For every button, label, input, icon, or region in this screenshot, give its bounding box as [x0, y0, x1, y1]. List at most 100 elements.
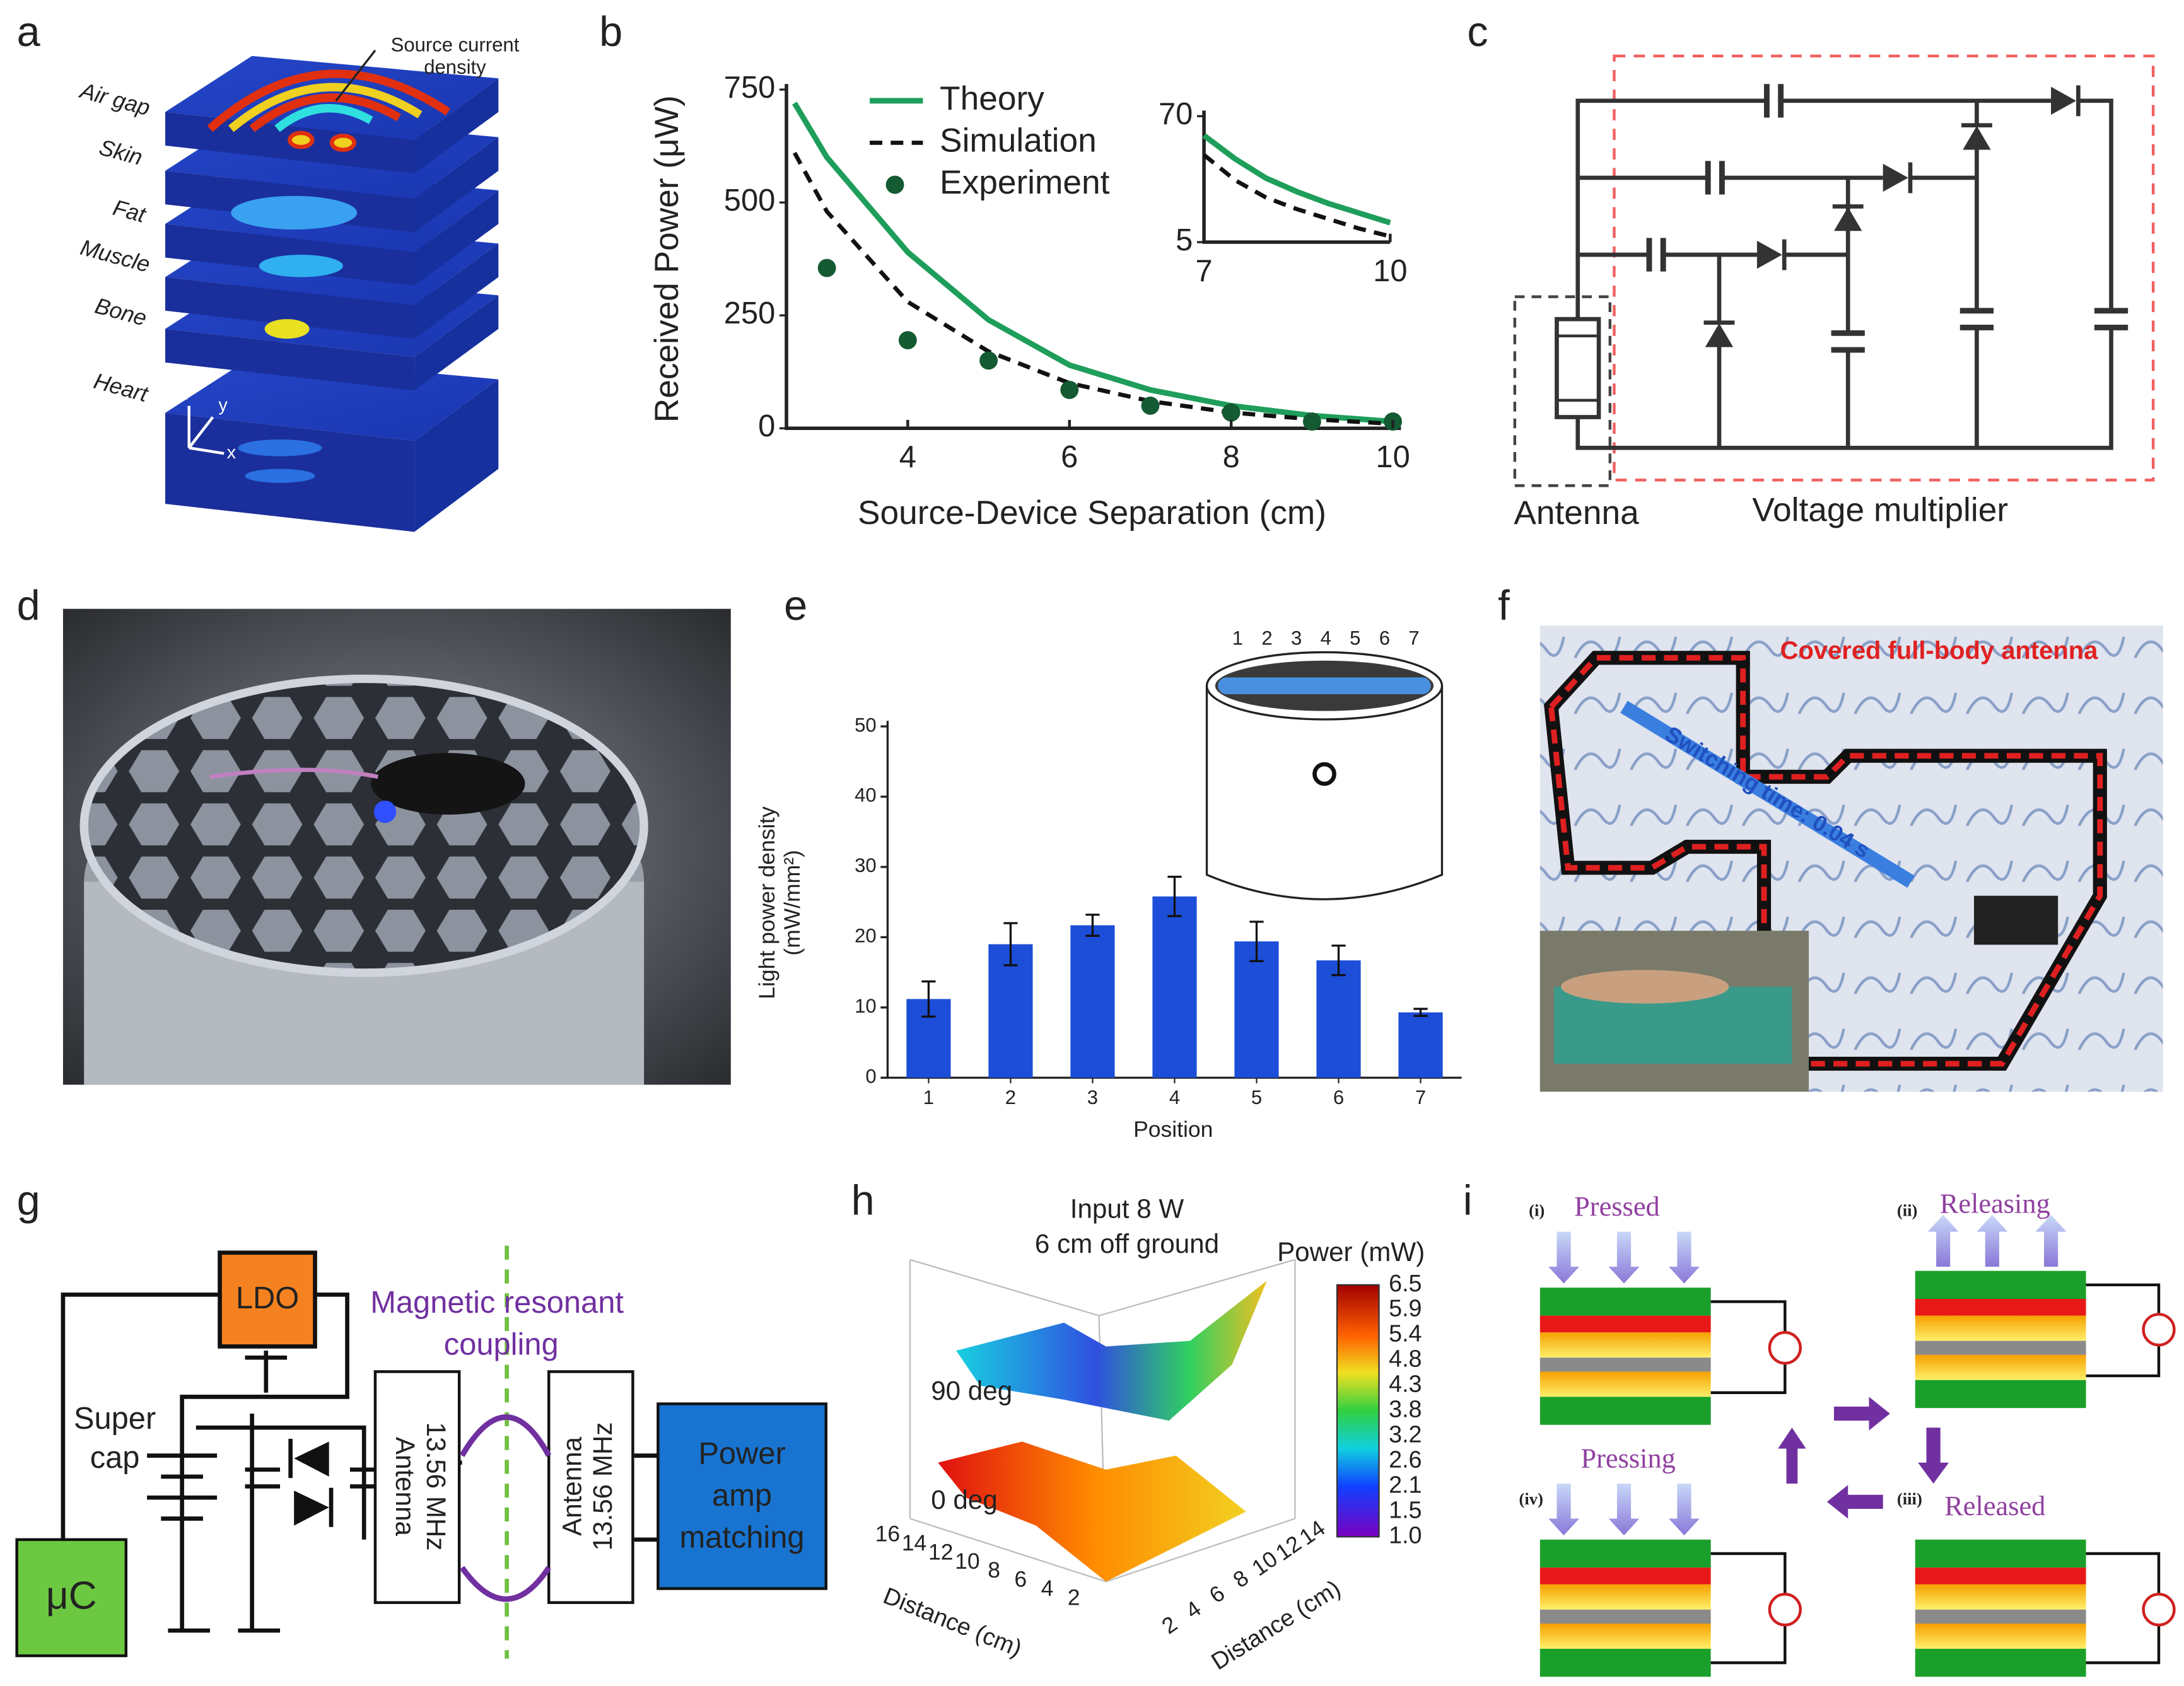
axis-label: Distance (cm): [880, 1582, 1025, 1661]
box-label: Power: [698, 1437, 785, 1471]
y-tick-label: 0: [758, 409, 775, 443]
rect-shape: [2076, 85, 2081, 117]
data-point: [1222, 403, 1241, 422]
y-tick-label: 500: [724, 183, 775, 218]
polygon-shape: [2051, 86, 2077, 115]
path-shape: [1608, 1231, 1640, 1284]
use-shape: [1539, 1539, 1711, 1677]
y-axis-label: Light power density: [754, 806, 780, 999]
rect-shape: [547, 1370, 634, 1604]
x-tick-label: 1: [923, 1086, 934, 1108]
path-shape: [1575, 98, 2113, 450]
panel-c-circuit: Antenna Voltage multiplier: [1513, 54, 2155, 532]
rect-shape: [1336, 1284, 1380, 1538]
y-tick-label: 250: [724, 296, 775, 330]
error-bar: [1085, 914, 1100, 937]
x-tick-label: 8: [1223, 440, 1240, 474]
polygon-shape: [1883, 163, 1908, 192]
rect-shape: [288, 1438, 293, 1479]
antenna-label: Antenna: [557, 1436, 587, 1536]
polygon-shape: [1826, 1485, 1883, 1519]
box-label: amp: [712, 1479, 772, 1513]
rect-shape: [373, 1370, 461, 1604]
state-label: Releasing: [1940, 1188, 2050, 1219]
line-shape: [189, 446, 225, 455]
error-bar: [1413, 1008, 1428, 1017]
surface-label: 90 deg: [931, 1376, 1012, 1405]
data-point: [979, 351, 998, 370]
ellipse-shape: [79, 674, 648, 977]
box-label: LDO: [236, 1281, 299, 1315]
x-tick-label: 10: [1375, 440, 1410, 474]
bar: [988, 944, 1033, 1078]
series-line: [792, 151, 1393, 426]
line-shape: [187, 416, 214, 449]
path-shape: [1669, 1231, 1700, 1284]
photo-title: Covered full-body antenna: [1780, 637, 2098, 665]
polygon-shape: [1834, 207, 1862, 231]
y-tick-label: 0: [865, 1065, 876, 1087]
error-bar: [921, 980, 936, 1018]
colorbar-tick-label: 2.1: [1389, 1471, 1422, 1497]
rect-shape: [1908, 162, 1913, 194]
step-label: (ii): [1897, 1201, 1918, 1219]
error-bar: [1249, 921, 1264, 962]
panel-d-photo: [62, 608, 731, 1085]
x-tick-label: 7: [1196, 254, 1213, 288]
rect-shape: [15, 1538, 128, 1658]
polygon-shape: [1834, 1397, 1890, 1431]
x-tick-label: 7: [1415, 1086, 1426, 1108]
y-tick-label: 2: [1157, 1611, 1182, 1639]
x-tick-label: 3: [1087, 1086, 1098, 1108]
heart-slab: [165, 357, 499, 532]
x-axis-label: Source-Device Separation (cm): [858, 494, 1326, 532]
polygon-shape: [294, 1491, 329, 1526]
use-shape: [1539, 1288, 1711, 1425]
y-axis-label: (mW/mm²): [780, 850, 805, 956]
colorbar-tick-label: 5.4: [1389, 1320, 1422, 1347]
box-label: μC: [46, 1574, 97, 1617]
chart: 4 6 8 10 Theory Simulation Experiment 0 250 500 75…: [648, 71, 1410, 532]
path-shape: [209, 767, 379, 779]
series-line: [792, 102, 1393, 424]
x-tick-label: 12: [928, 1539, 954, 1564]
bar: [1152, 896, 1197, 1078]
series-line: [1202, 133, 1391, 226]
rect-shape: [1961, 123, 1992, 128]
path-shape: [1548, 1231, 1579, 1284]
field-rings: [207, 69, 451, 152]
colorbar-tick-label: 1.0: [1389, 1521, 1422, 1548]
x-tick-label: 4: [1169, 1086, 1180, 1108]
position-label: 3: [1291, 627, 1302, 649]
panel-e-inset: 1 2 3 4 5 6 7: [1205, 627, 1444, 900]
surface-label: 0 deg: [931, 1485, 998, 1514]
circle-shape: [1768, 1593, 1802, 1627]
panel-i-teng: (i) Pressed (ii) Releasing (iii) Release…: [1519, 1188, 2176, 1677]
error-bar: [1331, 945, 1346, 977]
rect-shape: [1973, 895, 2058, 945]
coupling-label: Magnetic resonant: [370, 1286, 624, 1320]
circuit-label: Antenna: [1514, 494, 1639, 532]
circle-shape: [1312, 762, 1336, 786]
use-shape: [1915, 1539, 2086, 1677]
y-tick-label: 70: [1159, 97, 1193, 131]
meters: [1768, 1313, 2176, 1627]
ellipse-shape: [231, 195, 358, 230]
path-shape: [1977, 1214, 2008, 1267]
y-tick-label: 750: [724, 71, 775, 105]
circle-shape: [2142, 1313, 2176, 1347]
position-label: 6: [1379, 627, 1390, 649]
x-tick-label: 8: [988, 1557, 1000, 1583]
data-point: [1141, 397, 1160, 415]
layer-label: Skin: [96, 134, 145, 170]
y-tick-label: 30: [855, 854, 877, 876]
panel-label: c: [1467, 9, 1488, 55]
path-shape: [1608, 1484, 1640, 1536]
y-tick-label: 40: [855, 784, 877, 806]
colorbar-title: Power (mW): [1277, 1237, 1425, 1267]
rect-shape: [1218, 677, 1431, 695]
panel-label: b: [599, 9, 622, 55]
